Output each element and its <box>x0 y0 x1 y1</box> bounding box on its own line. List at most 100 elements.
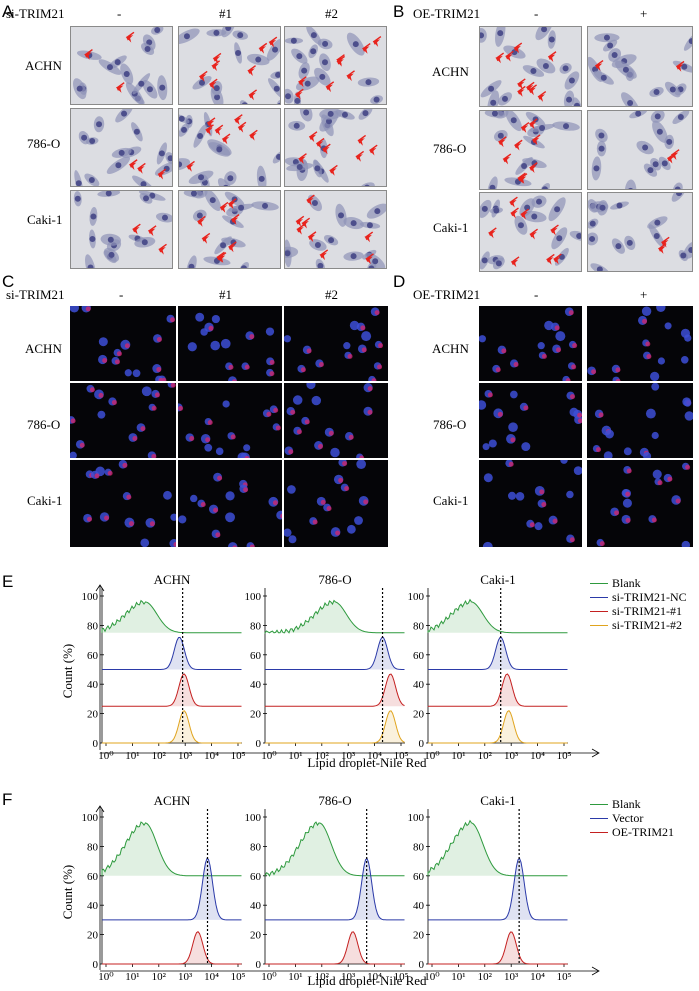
legend-f: Blank Vector OE-TRIM21 <box>590 797 674 839</box>
y-tick-label: 100 <box>408 591 425 603</box>
y-tick-label: 60 <box>250 871 262 883</box>
x-tick-label: 10¹ <box>451 750 465 762</box>
histogram-series-3 <box>102 710 242 744</box>
y-tick-label: 0 <box>93 959 99 971</box>
panel-b-col-header-1: - <box>534 6 539 21</box>
ihc-micrograph <box>178 190 281 269</box>
x-tick-label: 10⁵ <box>557 750 572 762</box>
y-tick-label: 20 <box>87 930 99 942</box>
legend-f-item: Blank <box>590 797 674 811</box>
histogram-fill <box>102 637 242 670</box>
panel-b-row-label-1: ACHN <box>432 64 469 79</box>
panel-letter-d: D <box>393 272 406 291</box>
legend-e-item: si-TRIM21-#1 <box>590 604 687 618</box>
histogram-series-2 <box>102 931 242 965</box>
histogram-series-3 <box>428 710 568 744</box>
panel-letter-c: C <box>2 272 15 291</box>
x-axis-label: Lipid droplet-Nile Red <box>307 973 427 988</box>
y-tick-label: 0 <box>256 738 262 750</box>
fluorescence-micrograph <box>479 383 582 458</box>
legend-f-item: Vector <box>590 811 674 825</box>
x-tick-label: 10⁴ <box>530 971 545 983</box>
panel-c-col-header-3: #2 <box>325 287 338 302</box>
panel-c-col-header-2: #1 <box>219 287 232 302</box>
histogram-series-1 <box>102 857 242 921</box>
ihc-micrograph <box>70 108 173 187</box>
histogram-fill <box>428 637 568 670</box>
panel-d-row-label-3: Caki-1 <box>433 493 469 508</box>
histogram-series-1 <box>428 636 568 670</box>
legend-e-item: Blank <box>590 576 687 590</box>
ihc-micrograph <box>178 26 281 105</box>
histogram-series-2 <box>427 673 568 707</box>
x-tick-label: 10⁰ <box>424 750 440 762</box>
x-axis-arrowhead <box>591 748 600 758</box>
chart-title: ACHN <box>154 793 191 808</box>
chart-title: ACHN <box>154 572 191 587</box>
panel-letter-a: A <box>2 2 14 21</box>
ihc-micrograph <box>479 192 582 272</box>
panel-d-row-label-1: ACHN <box>432 341 469 356</box>
y-tick-label: 60 <box>413 650 425 662</box>
y-tick-label: 0 <box>256 959 262 971</box>
histogram-fill <box>265 637 405 670</box>
fluorescence-micrograph <box>284 383 388 458</box>
panel-d-factor-label: OE-TRIM21 <box>413 287 481 302</box>
histogram-series-2 <box>101 673 242 707</box>
panel-a-row-label-1: ACHN <box>25 58 62 73</box>
x-tick-label: 10¹ <box>288 971 302 983</box>
ihc-micrograph <box>587 192 693 272</box>
ihc-micrograph <box>284 26 387 105</box>
histogram-fill <box>428 599 568 633</box>
x-axis-label: Lipid droplet-Nile Red <box>307 755 427 770</box>
histogram-fill <box>428 932 568 964</box>
histogram-series-0 <box>264 821 405 877</box>
y-tick-label: 80 <box>413 841 425 853</box>
x-tick-label: 10² <box>152 971 167 983</box>
panel-d-col-header-2: + <box>640 287 648 302</box>
fluorescence-micrograph <box>178 306 282 381</box>
histogram-series-2 <box>428 931 568 965</box>
chart-title: Caki-1 <box>480 572 515 587</box>
histogram-fill <box>265 674 405 707</box>
histogram-fill <box>428 820 568 876</box>
panel-c-row-label-1: ACHN <box>25 341 62 356</box>
x-tick-label: 10¹ <box>451 971 465 983</box>
histogram-series-0 <box>427 819 568 877</box>
y-tick-label: 60 <box>250 650 262 662</box>
ihc-micrograph <box>284 108 387 187</box>
panel-a-col-header-3: #2 <box>325 6 338 21</box>
fluorescence-micrograph <box>284 460 388 547</box>
x-tick-label: 10¹ <box>288 750 302 762</box>
y-tick-label: 100 <box>82 591 99 603</box>
panel-a-col-header-2: #1 <box>219 6 232 21</box>
histogram-fill <box>102 931 242 964</box>
histogram-series-2 <box>264 673 405 707</box>
x-tick-label: 10⁰ <box>98 971 114 983</box>
y-tick-label: 60 <box>413 871 425 883</box>
histogram-fill <box>428 674 568 707</box>
panel-c-row-label-2: 786-O <box>27 417 61 432</box>
fluorescence-micrograph <box>479 460 582 547</box>
y-tick-label: 20 <box>413 930 425 942</box>
panel-b-col-header-2: + <box>640 6 648 21</box>
ihc-micrograph <box>587 26 693 107</box>
y-tick-label: 0 <box>93 738 99 750</box>
y-axis-arrowhead <box>95 584 105 592</box>
y-tick-label: 20 <box>413 709 425 721</box>
x-tick-label: 10¹ <box>125 971 139 983</box>
y-tick-label: 100 <box>408 812 425 824</box>
x-tick-label: 10⁰ <box>424 971 440 983</box>
ihc-micrograph <box>587 110 693 190</box>
histogram-series-1 <box>102 636 242 670</box>
histogram-series-1 <box>265 636 405 670</box>
x-tick-label: 10¹ <box>125 750 139 762</box>
panel-letter-f: F <box>2 790 13 809</box>
y-tick-label: 40 <box>250 679 262 691</box>
x-tick-label: 10⁵ <box>231 971 246 983</box>
ihc-micrograph <box>70 190 173 269</box>
y-tick-label: 20 <box>250 930 262 942</box>
panel-b-row-label-2: 786-O <box>433 141 467 156</box>
y-tick-label: 20 <box>87 709 99 721</box>
